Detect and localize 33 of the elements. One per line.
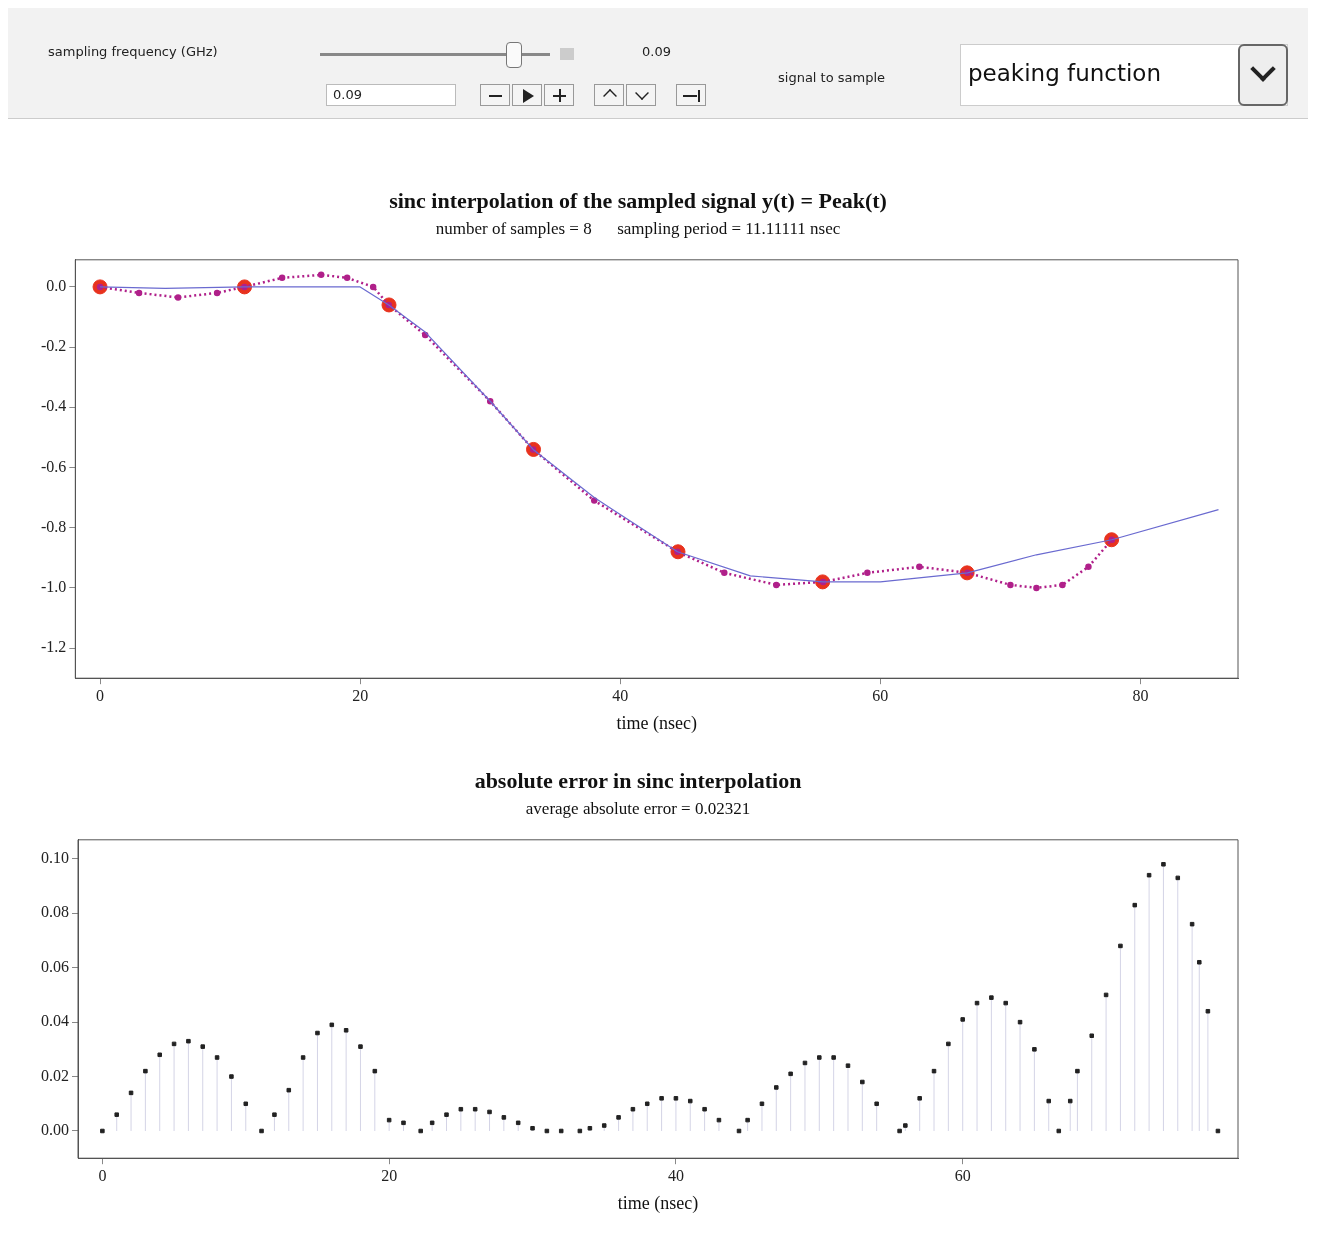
x-tick-label: 0 <box>96 687 105 704</box>
y-tick-label: -1.2 <box>41 638 67 656</box>
x-tick-label: 60 <box>954 1167 971 1184</box>
x-tick-label: 40 <box>612 687 629 704</box>
y-tick-label: -0.8 <box>41 517 67 535</box>
y-tick-label: 0.02 <box>41 1066 69 1084</box>
y-tick-label: 0.04 <box>41 1012 69 1030</box>
x-tick-label: 60 <box>872 687 889 704</box>
y-tick-label: 0.06 <box>41 957 69 975</box>
x-tick-label: 0 <box>98 1167 107 1184</box>
y-tick-label: 0.08 <box>41 903 69 921</box>
chart-title: absolute error in sinc interpolation <box>474 767 802 793</box>
value-field: 0.09 <box>326 84 456 106</box>
chart-subtitle: number of samples = 8 sampling period = 11.11111 nsec <box>435 219 841 239</box>
x-tick-label: 40 <box>667 1167 684 1184</box>
x-tick-label: 80 <box>1132 687 1149 704</box>
y-tick-label: 0.0 <box>46 277 67 295</box>
x-tick-label: 20 <box>352 687 369 704</box>
y-tick-label: -1.0 <box>41 578 67 596</box>
y-tick-label: 0.10 <box>41 849 69 867</box>
text: signal to sample <box>778 70 886 85</box>
text: 0.09 <box>642 44 671 59</box>
x-axis-title: time (nsec) <box>616 712 697 734</box>
y-tick-label: 0.00 <box>41 1121 69 1139</box>
x-axis-title: time (nsec) <box>617 1192 699 1214</box>
y-tick-label: -0.6 <box>41 457 67 475</box>
x-tick-label: 20 <box>381 1167 398 1184</box>
y-tick-label: -0.4 <box>41 397 67 415</box>
chart-subtitle: average absolute error = 0.02321 <box>525 799 751 819</box>
text: peaking function <box>968 60 1161 86</box>
y-tick-label: -0.2 <box>41 337 67 355</box>
text: sampling frequency (GHz) <box>48 44 218 59</box>
chart-title: sinc interpolation of the sampled signal y(t) = Peak(t) <box>389 187 887 213</box>
